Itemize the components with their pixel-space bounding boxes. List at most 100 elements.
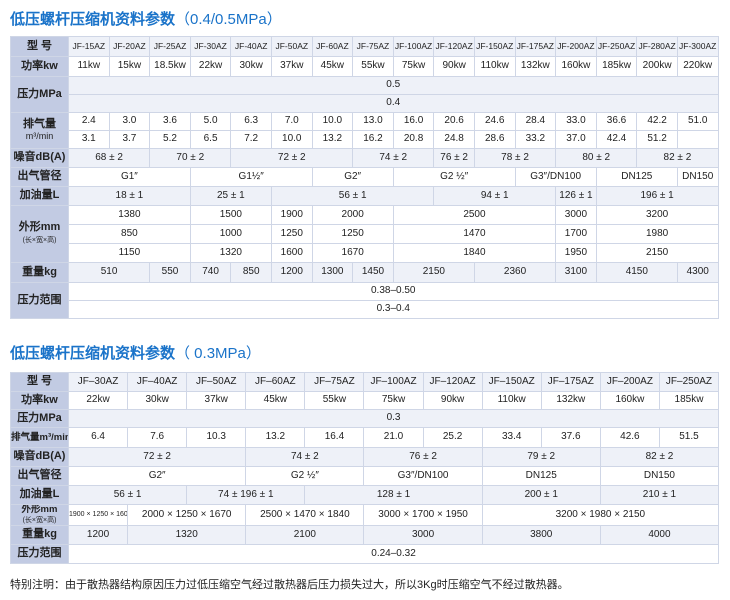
t1-noise: 70 ± 2	[149, 148, 232, 168]
t1-air: 51.2	[636, 130, 678, 149]
t1-power: 30kw	[230, 56, 272, 77]
t2-model: JF–150AZ	[481, 372, 542, 392]
footnote: 特别注明：由于散热器结构原因压力过低压缩空气经过散热器后压力损失过大，所以3Kg…	[10, 579, 569, 591]
t1-air: 20.6	[433, 112, 475, 131]
t1-label-dims-1: 外形mm	[18, 221, 61, 234]
t1-air: 7.0	[270, 112, 313, 131]
t2-dims: 2500 × 1470 × 1840	[245, 504, 365, 526]
t2-row-pressure: 压力MPa 0.3	[10, 409, 720, 428]
t2-power: 160kw	[599, 391, 660, 410]
t2-weight: 2100	[245, 524, 365, 545]
t1-air: 20.8	[392, 130, 435, 149]
t1-power: 220kw	[676, 56, 719, 77]
t2-noise: 72 ± 2	[67, 447, 247, 467]
t2-row-outlet: 出气管径 G2″ G2 ½″ G3″/DN100 DN125 DN150	[10, 466, 720, 486]
table2-title-text: 低压螺杆压缩机资料参数	[10, 345, 176, 362]
t1-air: 51.0	[676, 112, 719, 131]
t2-power: 22kw	[67, 391, 129, 410]
t1-power: 75kw	[392, 56, 435, 77]
t1-power: 110kw	[473, 56, 516, 77]
t2-dims: 2000 × 1250 × 1670	[127, 504, 247, 526]
t2-weight: 1200	[67, 524, 129, 545]
t1-model: JF-300AZ	[676, 36, 719, 57]
t2-range: 0.24–0.32	[67, 543, 720, 564]
t1-outlet: G1″	[68, 167, 191, 187]
t1-outlet: G2″	[311, 167, 394, 187]
t1-weight: 850	[230, 262, 272, 283]
t1-outlet: DN125	[595, 167, 678, 187]
t1-label-air-1: 排气量	[23, 117, 56, 130]
t1-dims: 1950	[555, 243, 597, 263]
t1-dims: 2000	[311, 205, 394, 225]
t1-label-dims: 外形mm (长×宽×高)	[10, 205, 69, 263]
t1-air: 16.2	[352, 130, 394, 149]
t2-weight: 1320	[127, 524, 247, 545]
t2-row-power: 功率kw 22kw 30kw 37kw 45kw 55kw 75kw 90kw …	[10, 391, 720, 410]
t2-oil: 128 ± 1	[304, 485, 483, 505]
t2-oil: 74 ± 196 ± 1	[186, 485, 306, 505]
t2-power: 90kw	[422, 391, 483, 410]
t2-label-dims-1: 外形mm	[21, 504, 58, 515]
t1-pressure-value: 0.5	[68, 76, 719, 95]
t1-power: 160kw	[555, 56, 597, 77]
t2-row-noise: 噪音dB(A) 72 ± 2 74 ± 2 76 ± 2 79 ± 2 82 ±…	[10, 447, 720, 467]
t1-weight: 510	[67, 262, 151, 283]
t1-outlet: G3″/DN100	[514, 167, 597, 187]
t1-noise: 78 ± 2	[473, 148, 557, 168]
t2-label-air: 排气量m³/min	[10, 427, 69, 448]
t1-model: JF-175AZ	[514, 36, 557, 57]
t2-pressure-value: 0.3	[67, 409, 720, 428]
t1-dims: 1000	[189, 224, 272, 244]
t1-dims: 1380	[68, 205, 191, 225]
t1-model: JF-120AZ	[433, 36, 475, 57]
t2-oil: 210 ± 1	[599, 485, 720, 505]
t1-air: 10.0	[270, 130, 313, 149]
t1-label-range: 压力范围	[10, 282, 69, 319]
t2-oil: 200 ± 1	[481, 485, 601, 505]
t2-model: JF–175AZ	[540, 372, 601, 392]
t1-power: 18.5kw	[149, 56, 191, 77]
t1-noise: 76 ± 2	[433, 148, 475, 168]
t1-power: 200kw	[636, 56, 678, 77]
t1-weight: 740	[189, 262, 232, 283]
table2-title: 低压螺杆压缩机资料参数（ 0.3MPa）	[10, 342, 261, 363]
t2-air: 21.0	[363, 427, 424, 448]
t2-row-dims: 外形mm (长×宽×高) 1900 × 1250 × 1600 2000 × 12…	[10, 504, 720, 526]
t1-dims: 1320	[189, 243, 272, 263]
t1-dims: 1150	[68, 243, 191, 263]
t1-label-air: 排气量 m³/min	[10, 112, 69, 149]
t2-label-dims-2: (长×宽×高)	[22, 516, 57, 524]
t1-air: 7.2	[230, 130, 272, 149]
t1-model: JF-150AZ	[473, 36, 516, 57]
t2-outlet: DN125	[481, 466, 601, 486]
t2-model: JF–250AZ	[658, 372, 720, 392]
t2-outlet: G2 ½″	[245, 466, 365, 486]
t1-power: 11kw	[68, 56, 110, 77]
t2-air: 51.5	[658, 427, 720, 448]
table1-title: 低压螺杆压缩机资料参数（0.4/0.5MPa）	[10, 8, 282, 29]
t1-weight: 4300	[676, 262, 719, 283]
t1-label-model: 型 号	[10, 36, 69, 57]
t1-dims: 1250	[270, 224, 313, 244]
t1-row-oil: 加油量L 18 ± 1 25 ± 1 56 ± 1 94 ± 1 126 ± 1…	[10, 186, 719, 206]
t1-oil: 25 ± 1	[189, 186, 272, 206]
t1-weight: 1300	[311, 262, 354, 283]
t1-row-pressure: 0.4	[11, 94, 719, 113]
t1-weight: 3100	[555, 262, 597, 283]
t2-model: JF–120AZ	[422, 372, 483, 392]
t1-model: JF-40AZ	[230, 36, 272, 57]
t2-weight: 3000	[363, 524, 483, 545]
t1-row-air: 3.1 3.7 5.2 6.5 7.2 10.0 13.2 16.2 20.8 …	[11, 130, 719, 149]
t1-power: 90kw	[433, 56, 475, 77]
t1-row-air: 排气量 m³/min 2.4 3.0 3.6 5.0 6.3 7.0 10.0 1…	[10, 112, 719, 149]
t1-oil: 196 ± 1	[595, 186, 719, 206]
t1-air: 6.5	[189, 130, 232, 149]
t1-oil: 94 ± 1	[433, 186, 557, 206]
t1-dims: 3000	[555, 205, 597, 225]
t2-noise: 74 ± 2	[245, 447, 365, 467]
t2-row-oil: 加油量L 56 ± 1 74 ± 196 ± 1 128 ± 1 200 ± 1…	[10, 485, 720, 505]
t2-label-outlet: 出气管径	[10, 466, 69, 486]
t1-air: 6.3	[230, 112, 272, 131]
t1-air: 37.0	[555, 130, 597, 149]
t1-noise: 68 ± 2	[67, 148, 151, 168]
